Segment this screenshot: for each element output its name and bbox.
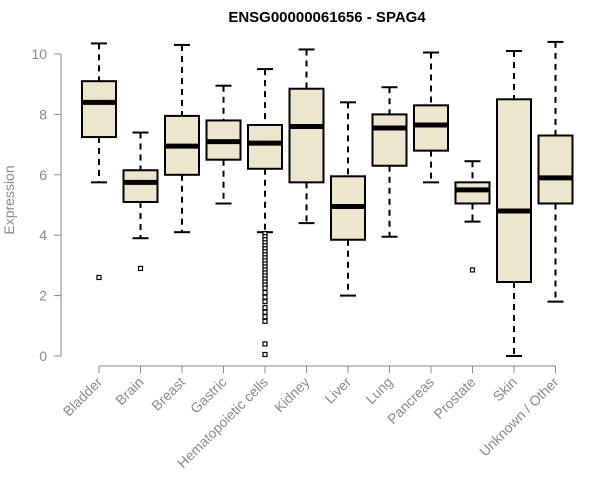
box-unknown-other [537, 40, 574, 303]
iqr-box [496, 98, 532, 284]
iqr-box [81, 80, 117, 139]
box-breast [164, 43, 200, 234]
x-tick-label: Prostate [430, 374, 478, 422]
box-prostate [454, 160, 491, 273]
x-tick-label: Kidney [271, 374, 313, 416]
y-tick-label: 0 [39, 348, 47, 364]
y-tick-label: 6 [39, 167, 47, 183]
iqr-box [537, 134, 574, 205]
box-pancreas [413, 51, 449, 184]
x-tick-label: Breast [148, 374, 188, 414]
outlier-point [96, 274, 102, 281]
iqr-box [413, 104, 449, 152]
x-tick-label: Lung [362, 374, 395, 407]
box-hematopoietic-cells [247, 68, 283, 358]
outlier-point [137, 265, 144, 272]
outlier-point [469, 267, 476, 273]
x-tick-label: Unknown / Other [476, 374, 562, 460]
outlier-point [262, 305, 268, 311]
outlier-point [262, 309, 268, 315]
iqr-box [122, 169, 159, 203]
iqr-box [371, 113, 408, 167]
outlier-point [262, 318, 268, 324]
y-tick-label: 10 [31, 46, 47, 62]
box-kidney [288, 48, 325, 225]
boxes [81, 40, 574, 358]
box-bladder [81, 42, 117, 281]
iqr-box [247, 123, 283, 170]
chart-title: ENSG00000061656 - SPAG4 [228, 9, 426, 26]
x-tick-label: Liver [321, 374, 354, 407]
x-tick-label: Brain [112, 374, 146, 408]
x-tick-label: Bladder [60, 374, 106, 420]
box-gastric [205, 84, 242, 205]
iqr-box [454, 181, 491, 205]
box-skin [496, 49, 532, 357]
box-lung [371, 86, 408, 238]
outlier-point [262, 285, 268, 291]
iqr-box [288, 87, 325, 184]
y-tick-label: 2 [39, 288, 47, 304]
box-brain [122, 131, 159, 272]
y-tick-label: 8 [39, 106, 47, 122]
outlier-point [262, 351, 268, 358]
outlier-point [262, 289, 268, 296]
outlier-point [262, 294, 268, 300]
y-tick-label: 4 [39, 227, 47, 243]
y-axis-label: Expression [1, 165, 17, 234]
outlier-point [262, 299, 268, 305]
box-liver [330, 101, 366, 297]
x-tick-label: Skin [490, 374, 521, 405]
outlier-point [262, 314, 268, 320]
outlier-point [262, 341, 268, 347]
